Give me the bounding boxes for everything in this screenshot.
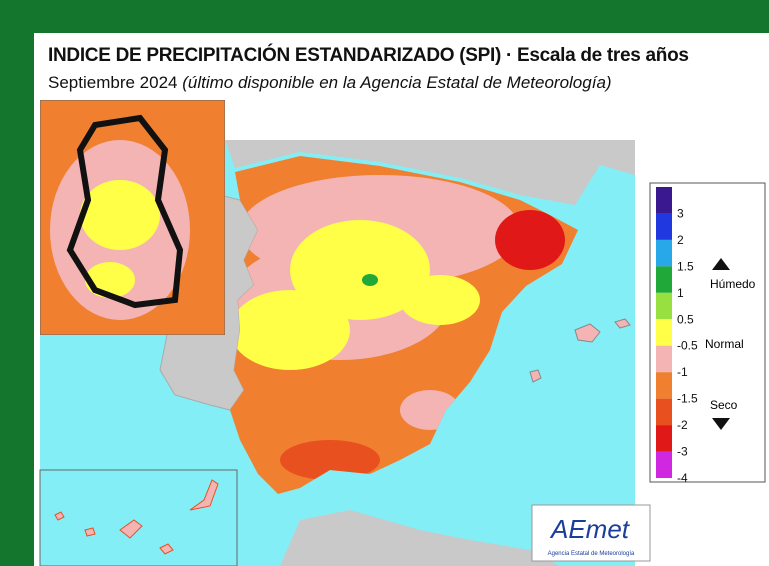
legend-wet: Húmedo: [710, 277, 756, 291]
legend-tick: 2: [677, 233, 684, 247]
legend-swatch: [656, 293, 672, 319]
legend-normal: Normal: [705, 337, 744, 351]
logo-name: AEmet: [549, 514, 631, 544]
inset-canarias: [40, 470, 237, 566]
legend-swatch: [656, 213, 672, 239]
legend-swatch: [656, 187, 672, 213]
legend-tick: 1: [677, 286, 684, 300]
legend-tick: -1.5: [677, 392, 698, 406]
inset-madrid: [40, 100, 225, 335]
legend-swatch: [656, 346, 672, 372]
legend-tick: 3: [677, 206, 684, 220]
legend-tick: -1: [677, 365, 688, 379]
legend-swatch: [656, 240, 672, 266]
legend-swatch: [656, 319, 672, 345]
legend-swatch: [656, 452, 672, 478]
legend-tick: -3: [677, 445, 688, 459]
legend-tick: 1.5: [677, 259, 694, 273]
legend-tick: -0.5: [677, 339, 698, 353]
legend-dry: Seco: [710, 398, 738, 412]
map: 321.510.5-0.5-1-1.5-2-3-4 Húmedo Normal …: [0, 0, 769, 566]
page: {"header": {"title": "INDICE DE PRECIPIT…: [0, 0, 769, 566]
legend-swatch: [656, 266, 672, 292]
legend-tick: -2: [677, 418, 688, 432]
legend-swatch: [656, 399, 672, 425]
legend-tick: 0.5: [677, 312, 694, 326]
legend-tick: -4: [677, 471, 688, 485]
legend-swatch: [656, 372, 672, 398]
logo-org: Agencia Estatal de Meteorología: [548, 551, 635, 557]
legend-swatch: [656, 425, 672, 451]
